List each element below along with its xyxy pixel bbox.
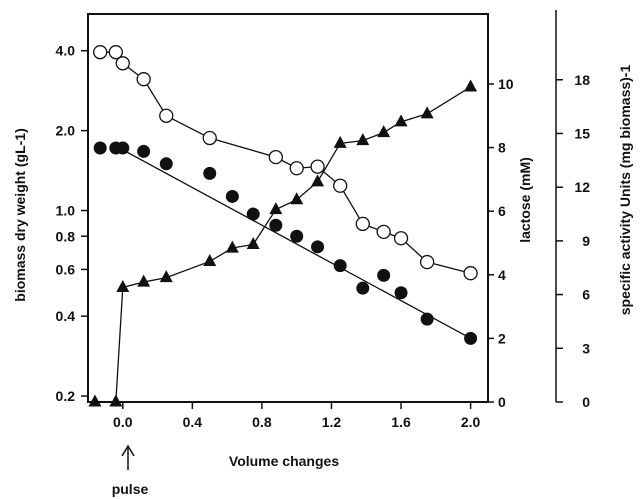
data-point-filled-triangle <box>377 125 391 138</box>
data-point-filled-circle <box>333 259 347 273</box>
data-point-filled-circle <box>246 207 260 221</box>
x-tick-label: 1.2 <box>322 414 342 430</box>
right1-y-tick-label: 6 <box>498 203 506 219</box>
pulse-arrow <box>121 444 135 470</box>
right1-y-tick-label: 4 <box>498 267 506 283</box>
data-point-filled-triangle <box>137 274 151 287</box>
data-point-filled-triangle <box>394 114 408 127</box>
data-point-open-circle <box>333 178 348 193</box>
data-point-open-circle <box>159 108 174 123</box>
data-point-filled-circle <box>93 141 107 155</box>
series-line-filled-triangle <box>94 86 471 403</box>
right2-y-tick-label: 9 <box>582 233 590 249</box>
right2-y-tick-label: 15 <box>574 125 590 141</box>
data-point-open-circle <box>115 56 130 71</box>
left-y-tick-label: 4.0 <box>56 43 76 59</box>
data-point-filled-circle <box>269 218 283 232</box>
data-point-filled-circle <box>225 189 239 203</box>
left-y-axis-label: biomass dry weight (gL-1) <box>12 128 28 301</box>
x-tick-label: 0.4 <box>183 414 203 430</box>
right2-y-tick-label: 18 <box>574 72 590 88</box>
left-y-tick-label: 2.0 <box>56 123 76 139</box>
data-point-filled-triangle <box>109 394 123 407</box>
left-y-tick-label: 0.6 <box>56 261 76 277</box>
data-point-filled-circle <box>159 157 173 171</box>
data-point-filled-triangle <box>159 270 173 283</box>
data-point-open-circle <box>419 254 435 270</box>
pulse-annotation: pulse <box>112 481 149 497</box>
x-axis-label: Volume changes <box>229 453 339 469</box>
marks-layer <box>88 45 478 407</box>
right1-y-tick-label: 0 <box>498 394 506 410</box>
data-point-filled-triangle <box>225 240 239 253</box>
data-point-filled-triangle <box>246 237 260 250</box>
right2-y-tick-label: 12 <box>574 179 590 195</box>
x-tick-label: 0.0 <box>113 414 133 430</box>
data-point-filled-circle <box>420 312 434 326</box>
data-point-open-circle <box>376 224 391 240</box>
data-point-filled-circle <box>116 141 130 155</box>
data-point-open-circle <box>463 266 478 281</box>
data-point-filled-triangle <box>88 394 102 407</box>
data-point-filled-triangle <box>333 135 347 148</box>
left-y-tick-label: 0.4 <box>56 308 76 324</box>
data-point-open-circle <box>268 149 283 165</box>
data-point-filled-circle <box>290 229 304 243</box>
x-tick-label: 0.8 <box>252 414 272 430</box>
right2-y-tick-label: 6 <box>582 287 590 303</box>
left-y-tick-label: 0.2 <box>56 388 76 404</box>
right2-y-tick-label: 0 <box>582 394 590 410</box>
data-point-filled-triangle <box>311 174 325 187</box>
data-point-filled-triangle <box>203 254 217 267</box>
data-point-filled-triangle <box>290 192 304 205</box>
lines-layer <box>94 51 471 403</box>
left-y-tick-label: 1.0 <box>56 203 76 219</box>
data-point-filled-circle <box>356 281 370 295</box>
data-point-open-circle <box>93 45 108 60</box>
data-point-filled-circle <box>464 331 478 345</box>
x-tick-label: 2.0 <box>461 414 481 430</box>
left-y-tick-label: 0.8 <box>56 228 76 244</box>
data-point-filled-triangle <box>420 106 434 119</box>
data-point-filled-triangle <box>116 279 130 292</box>
right1-y-tick-label: 8 <box>498 140 506 156</box>
data-point-filled-triangle <box>356 133 370 146</box>
axes-layer <box>81 10 563 409</box>
data-point-open-circle <box>289 161 304 176</box>
data-point-filled-triangle <box>464 79 478 92</box>
right2-y-axis-label: specific activity Units (mg biomass)-1 <box>617 65 633 316</box>
data-point-filled-circle <box>394 286 408 300</box>
data-point-filled-triangle <box>269 202 283 215</box>
x-tick-label: 1.6 <box>391 414 411 430</box>
right1-y-axis-label: lactose (mM) <box>517 157 533 243</box>
plot-frame <box>87 13 489 403</box>
series-line-open-circle <box>100 51 471 274</box>
right2-y-tick-label: 3 <box>582 340 590 356</box>
right1-y-tick-label: 10 <box>498 76 514 92</box>
data-point-open-circle <box>136 72 151 87</box>
data-point-open-circle <box>108 45 123 60</box>
data-point-filled-circle <box>137 144 151 158</box>
data-point-open-circle <box>355 216 370 232</box>
tick-labels-layer: 0.0 0.4 0.8 1.2 1.6 2.0 0.2 0.4 0.6 0.8 1.0 2.0 4.0 0… <box>56 43 591 430</box>
data-point-open-circle <box>310 159 325 174</box>
data-point-filled-circle <box>311 240 325 254</box>
right1-y-tick-label: 2 <box>498 330 506 346</box>
data-point-filled-circle <box>203 166 217 180</box>
data-point-open-circle <box>393 231 409 246</box>
data-point-open-circle <box>202 130 217 146</box>
fit-line-filled-circle <box>115 145 471 339</box>
data-point-filled-circle <box>377 268 391 282</box>
